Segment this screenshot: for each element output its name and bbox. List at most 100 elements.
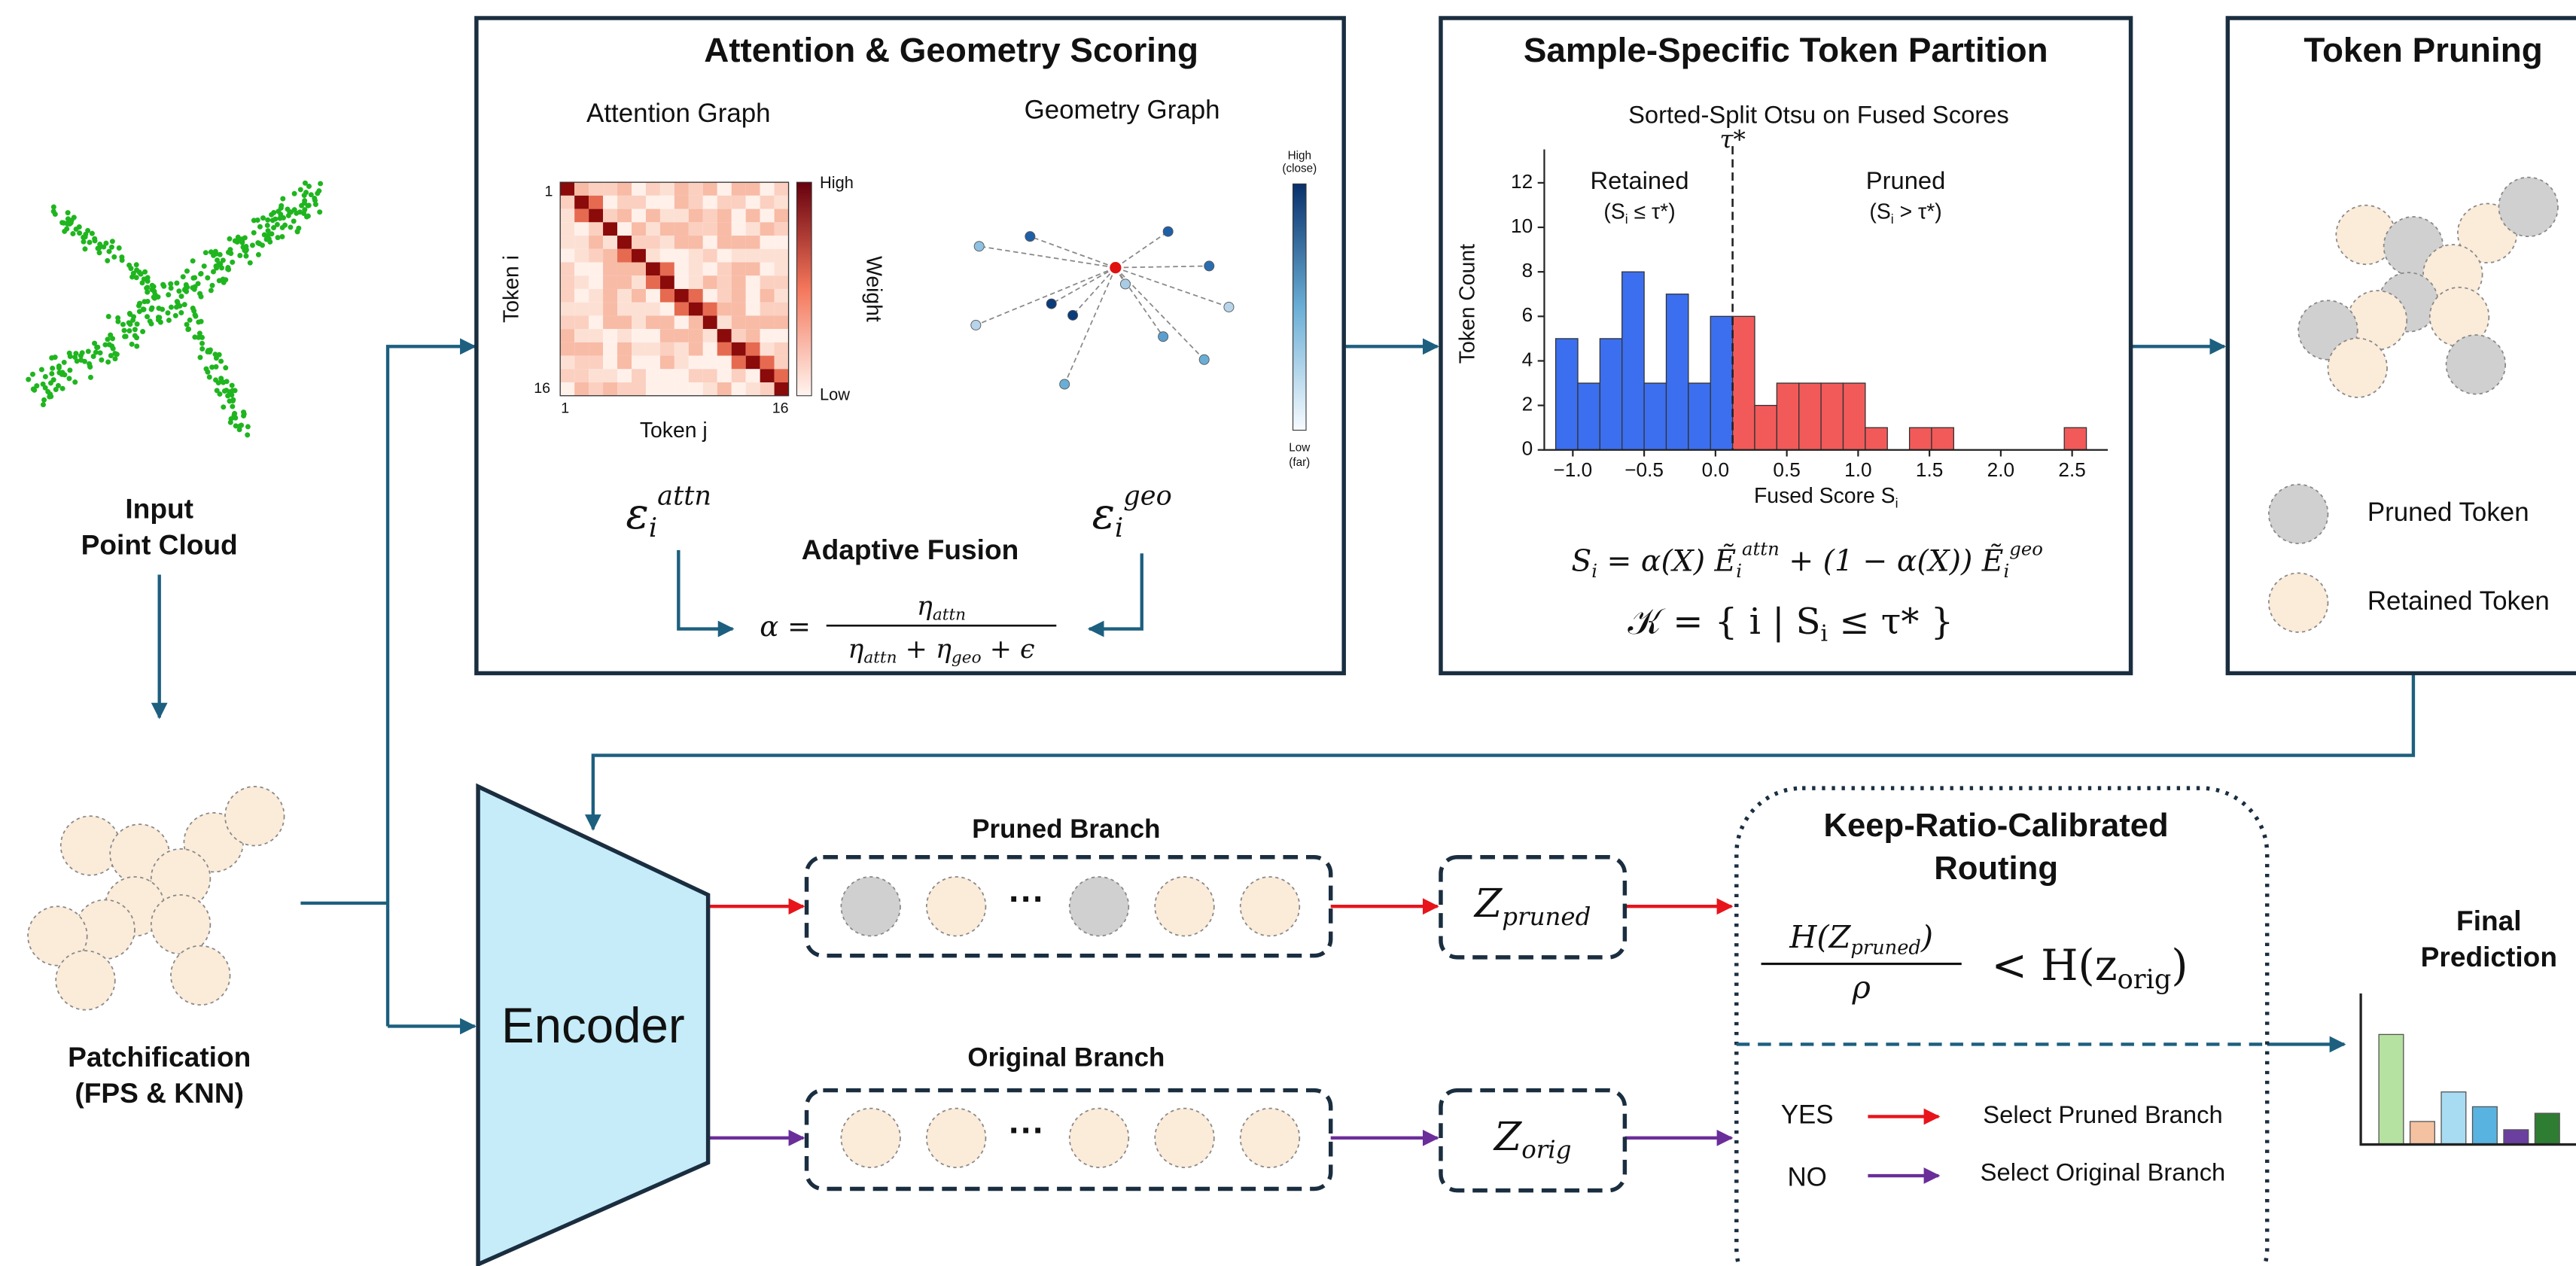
heatmap-cell [646,289,660,303]
point [105,359,111,364]
point [295,229,300,234]
point [303,181,308,186]
histogram-bar [1777,383,1798,450]
point [221,257,226,263]
heatmap-cell [617,329,632,342]
label: (close) [1282,163,1317,175]
point [134,262,139,267]
label: τ* [1719,126,1745,154]
label: Input [125,492,193,524]
heatmap-cell [646,329,660,342]
point [132,327,138,332]
heatmap-cell [589,342,603,356]
formula-part: geo [1123,481,1171,512]
point [260,215,266,221]
point [145,299,151,304]
heatmap-cell [646,182,660,196]
heatmap-cell [617,263,632,276]
point [199,319,204,324]
heatmap-cell [560,236,574,249]
node [1199,355,1209,364]
point [65,221,70,227]
heatmap-cell [717,209,732,223]
formula-part: H( [1789,918,1829,954]
heatmap-cell [775,329,789,342]
heatmap-cell [574,196,589,209]
heatmap-cell [617,315,632,329]
point [161,284,166,289]
point [221,404,226,409]
heatmap-cell [617,275,632,289]
heatmap-cell [717,249,732,263]
y-tick-label: 0 [1522,437,1533,460]
retained-token [2328,338,2387,397]
histogram-bar [1932,428,1953,450]
formula-part: attn [863,648,897,667]
formula-part: + ϵ [982,634,1035,664]
heatmap-cell [703,329,717,342]
point [149,321,154,327]
point [99,358,104,363]
heatmap-cell [746,342,760,356]
histogram-bar [1622,272,1644,450]
point [216,380,221,385]
point [51,208,56,214]
point [257,241,262,246]
point [294,211,299,216]
heatmap-cell [703,263,717,276]
point [123,334,129,339]
point [203,250,209,255]
heatmap-cell [775,182,789,196]
point [150,283,155,288]
heatmap-cell [560,315,574,329]
heatmap-cell [632,275,646,289]
formula-part: attn [1742,537,1780,559]
heatmap-cell [603,315,617,329]
point [279,203,284,208]
point [72,355,78,360]
point [87,364,93,369]
point [230,383,235,388]
heatmap-cell [674,263,689,276]
histogram-bar [1600,339,1621,450]
point [230,260,235,265]
heatmap-cell [703,315,717,329]
point [281,215,286,221]
pruned-token [2269,485,2328,544]
point [156,315,161,320]
heatmap-cell [674,209,689,223]
heatmap-cell [703,222,717,236]
heatmap-cell [589,369,603,382]
y-tick-label: 10 [1511,215,1533,237]
retained-token [56,951,115,1010]
point [126,328,132,333]
icon-bar [2441,1092,2466,1145]
point [230,397,236,403]
heatmap-cell [660,342,674,356]
heatmap-cell [689,209,703,223]
heatmap-cell [632,222,646,236]
heatmap-cell [646,236,660,249]
point [233,239,238,244]
heatmap-cell [746,236,760,249]
label: High [1288,149,1311,162]
point [224,388,229,393]
heatmap-cell [717,303,732,316]
heatmap-cell [674,249,689,263]
histogram-bar [1578,383,1600,450]
point [117,245,122,251]
point [112,356,117,361]
heatmap-cell [732,209,746,223]
point [175,299,180,304]
formula-part: geo [2009,537,2043,559]
point [304,215,309,220]
icon-bar [2410,1121,2435,1145]
formula: Zpruned [1473,881,1591,931]
retained-token [1241,877,1300,936]
heatmap-cell [646,382,660,396]
heatmap-cell [760,356,775,370]
heatmap-cell [646,369,660,382]
heatmap-cell [632,315,646,329]
point [151,294,157,300]
point [173,313,178,318]
